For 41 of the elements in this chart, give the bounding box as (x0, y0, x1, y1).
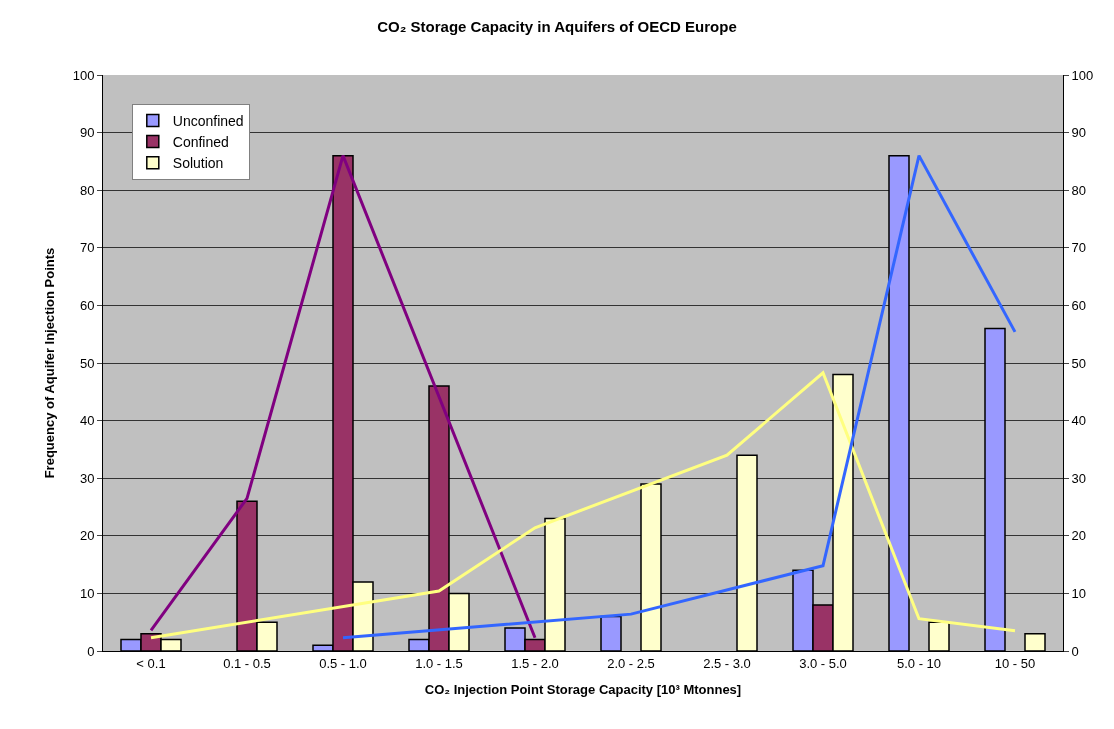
y2-tick-label: 90 (1071, 125, 1087, 141)
x-tick-label: 5.0 - 10 (896, 655, 942, 671)
x-tick-label: 0.1 - 0.5 (223, 655, 271, 671)
line-series (149, 371, 1017, 640)
y2-tick-label: 80 (1071, 182, 1087, 198)
y2-tick-label: 60 (1071, 297, 1087, 313)
y-tick-label: 60 (79, 297, 95, 313)
y2-tick-label: 50 (1071, 355, 1087, 371)
y-tick-label: 90 (79, 125, 95, 141)
y-tick-label: 50 (79, 355, 95, 371)
x-tick-label: < 0.1 (136, 655, 166, 671)
y-tick-label: 80 (79, 182, 95, 198)
legend-label: Solution (172, 155, 224, 172)
y2-tick-label: 70 (1071, 240, 1087, 256)
y2-tick-label: 30 (1071, 470, 1087, 486)
x-tick-label: 2.0 - 2.5 (607, 655, 655, 671)
y-axis-title: Frequency of Aquifer Injection Points (41, 247, 57, 479)
y-tick-label: 10 (79, 585, 95, 601)
y2-tick-label: 0 (1071, 643, 1079, 659)
x-axis-title: CO₂ Injection Point Storage Capacity [10³ Mtonnes] (424, 682, 742, 698)
x-tick-label: 0.5 - 1.0 (319, 655, 367, 671)
line-series (149, 154, 537, 640)
y-tick-label: 20 (79, 528, 95, 544)
y-tick-label: 40 (79, 413, 95, 429)
x-tick-label: 10 - 50 (994, 655, 1036, 671)
chart-title: CO₂ Storage Capacity in Aquifers of OECD Europe (377, 18, 737, 36)
y2-tick-label: 10 (1071, 585, 1087, 601)
x-tick-label: 3.0 - 5.0 (799, 655, 847, 671)
x-tick-label: 1.5 - 2.0 (511, 655, 559, 671)
y-tick-label: 0 (87, 643, 95, 659)
y2-tick-label: 100 (1071, 67, 1094, 83)
y2-tick-label: 40 (1071, 413, 1087, 429)
y-tick-label: 100 (72, 67, 95, 83)
x-tick-label: 1.0 - 1.5 (415, 655, 463, 671)
legend-label: Unconfined (172, 112, 244, 129)
line-series (341, 154, 1017, 640)
y-tick-label: 30 (79, 470, 95, 486)
legend-label: Confined (172, 134, 229, 151)
y-tick-label: 70 (79, 240, 95, 256)
x-tick-label: 2.5 - 3.0 (703, 655, 751, 671)
y2-tick-label: 20 (1071, 528, 1087, 544)
